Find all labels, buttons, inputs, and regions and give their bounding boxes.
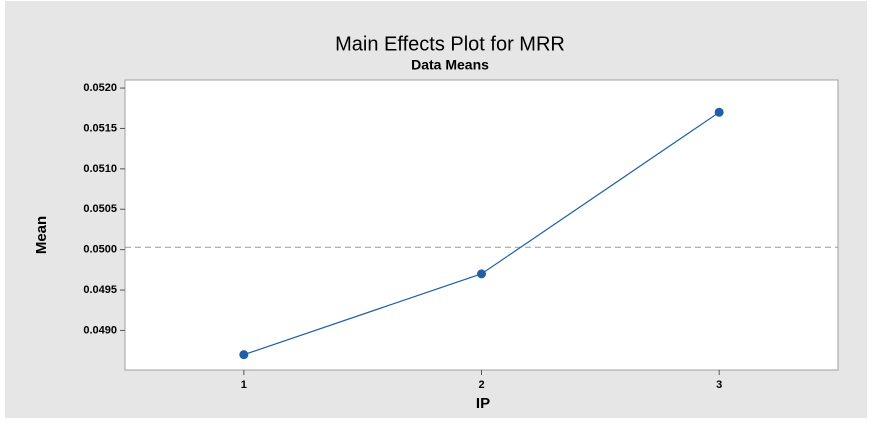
x-tick-label: 3 [716,379,722,391]
y-tick-label: 0.0505 [83,203,117,215]
data-point [239,350,249,360]
data-point [714,107,724,117]
y-tick-label: 0.0520 [83,82,117,94]
y-tick-label: 0.0495 [83,284,117,296]
chart-subtitle: Data Means [411,57,489,73]
chart-title: Main Effects Plot for MRR [335,33,565,55]
y-tick-label: 0.0510 [83,163,117,175]
y-tick-label: 0.0515 [83,122,117,134]
plot-area [124,79,839,371]
data-point [477,269,486,279]
x-tick-label: 2 [478,379,484,391]
y-tick-label: 0.0500 [83,244,117,256]
y-axis-label: Mean [33,216,50,254]
x-tick-label: 1 [241,379,247,391]
x-axis-label: IP [476,395,490,412]
y-tick-label: 0.0490 [83,324,117,336]
